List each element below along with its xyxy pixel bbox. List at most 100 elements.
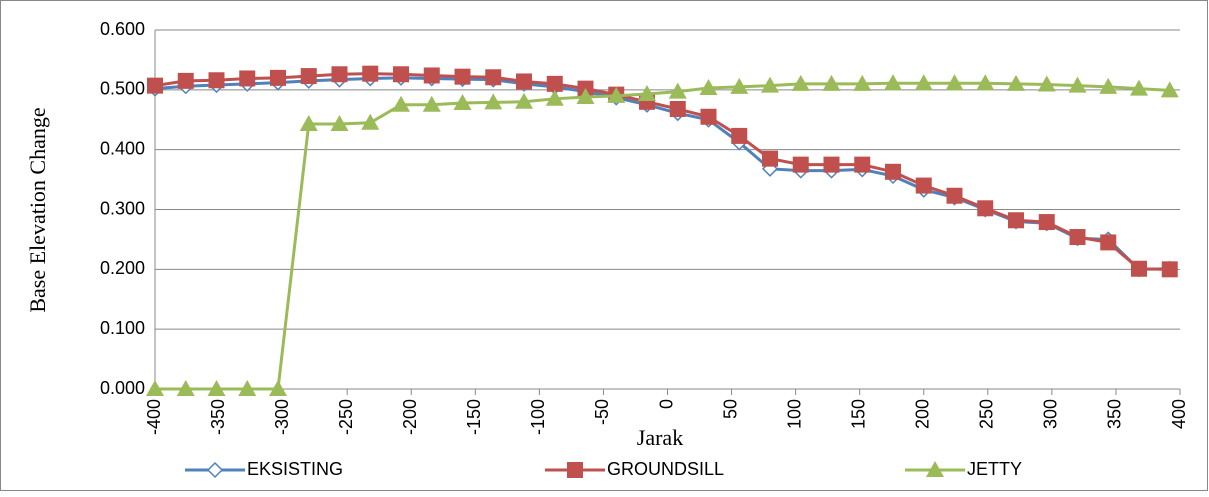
data-point	[1099, 77, 1118, 94]
legend-marker	[567, 462, 583, 478]
data-point	[146, 380, 164, 396]
data-point	[238, 380, 257, 396]
data-point	[270, 69, 286, 86]
data-point	[423, 67, 440, 84]
data-point	[454, 68, 471, 85]
data-point	[945, 74, 964, 91]
legend-label: EKSISTING	[247, 459, 343, 479]
data-point	[792, 156, 809, 173]
y-tick-label: 0.200	[100, 258, 145, 278]
x-tick-label: 400	[1169, 399, 1189, 429]
x-tick-label: -350	[208, 399, 228, 435]
x-tick-label: -150	[464, 399, 484, 435]
data-point	[484, 93, 503, 110]
data-point	[177, 72, 194, 89]
y-tick-label: 0.000	[100, 378, 145, 398]
x-tick-label: 200	[913, 399, 933, 429]
data-point	[885, 163, 901, 180]
data-point	[1037, 75, 1056, 92]
data-point	[422, 95, 441, 112]
legend-label: JETTY	[967, 459, 1022, 479]
data-point	[638, 85, 656, 102]
data-point	[700, 108, 717, 125]
y-tick-label: 0.100	[100, 318, 145, 338]
data-point	[731, 127, 748, 144]
series-line	[154, 72, 1170, 271]
data-point	[147, 77, 163, 94]
data-point	[361, 113, 380, 130]
data-point	[1068, 76, 1087, 93]
data-point	[208, 72, 225, 89]
y-tick-label: 0.600	[100, 19, 145, 39]
data-point	[239, 70, 256, 87]
data-point	[331, 66, 348, 83]
x-tick-label: 100	[784, 399, 804, 429]
y-tick-label: 0.400	[100, 138, 145, 158]
data-point	[854, 156, 871, 173]
x-tick-label: 250	[977, 399, 997, 429]
legend-label: GROUNDSILL	[607, 459, 724, 479]
x-tick-label: 350	[1105, 399, 1125, 429]
data-point	[822, 74, 841, 91]
data-point	[453, 93, 472, 110]
x-tick-label: 300	[1041, 399, 1061, 429]
data-point	[362, 65, 379, 82]
data-point	[668, 82, 687, 99]
data-point	[915, 177, 932, 194]
data-point	[730, 77, 749, 94]
data-point	[1007, 74, 1025, 91]
data-point	[823, 156, 840, 173]
x-tick-label: -100	[528, 399, 548, 435]
legend-marker	[206, 461, 224, 479]
data-point	[516, 73, 532, 90]
data-point	[576, 88, 595, 105]
data-point	[207, 380, 226, 396]
data-point	[1008, 212, 1024, 229]
data-point	[300, 68, 317, 85]
data-point	[176, 380, 195, 396]
data-point	[1100, 234, 1117, 251]
data-point	[545, 89, 564, 106]
legend-marker	[926, 461, 944, 477]
x-tick-label: -200	[400, 399, 420, 435]
series-line	[155, 81, 1170, 391]
data-point	[699, 79, 718, 96]
data-point	[946, 187, 963, 204]
data-point	[269, 380, 287, 396]
x-tick-label: 150	[848, 399, 868, 429]
x-tick-label: -400	[144, 399, 164, 435]
data-point	[761, 76, 779, 93]
data-point	[1038, 214, 1055, 231]
data-point	[762, 150, 778, 167]
y-axis-title: Base Elevation Change	[25, 107, 50, 312]
x-tick-label: -300	[272, 399, 292, 435]
x-axis-title: Jarak	[637, 425, 683, 450]
x-tick-label: -50	[592, 399, 612, 425]
data-point	[914, 74, 933, 91]
data-point	[485, 69, 502, 86]
data-point	[330, 114, 349, 131]
data-point	[1130, 79, 1148, 96]
data-point	[791, 74, 810, 91]
data-point	[669, 100, 686, 117]
data-point	[1131, 260, 1147, 277]
data-point	[977, 200, 994, 217]
data-point	[299, 114, 318, 131]
data-point	[393, 66, 409, 83]
data-point	[607, 86, 626, 103]
data-point	[976, 74, 995, 91]
data-point	[853, 74, 872, 91]
data-point	[1069, 229, 1086, 246]
x-tick-label: -250	[336, 399, 356, 435]
data-point	[392, 95, 410, 112]
x-tick-label: 0	[656, 399, 676, 409]
data-point	[1161, 261, 1178, 278]
data-point	[546, 75, 563, 92]
data-point	[884, 74, 902, 91]
data-point	[515, 92, 533, 109]
x-tick-label: 50	[720, 399, 740, 419]
y-tick-label: 0.500	[100, 79, 145, 99]
data-point	[1160, 81, 1179, 98]
y-tick-label: 0.300	[100, 198, 145, 218]
